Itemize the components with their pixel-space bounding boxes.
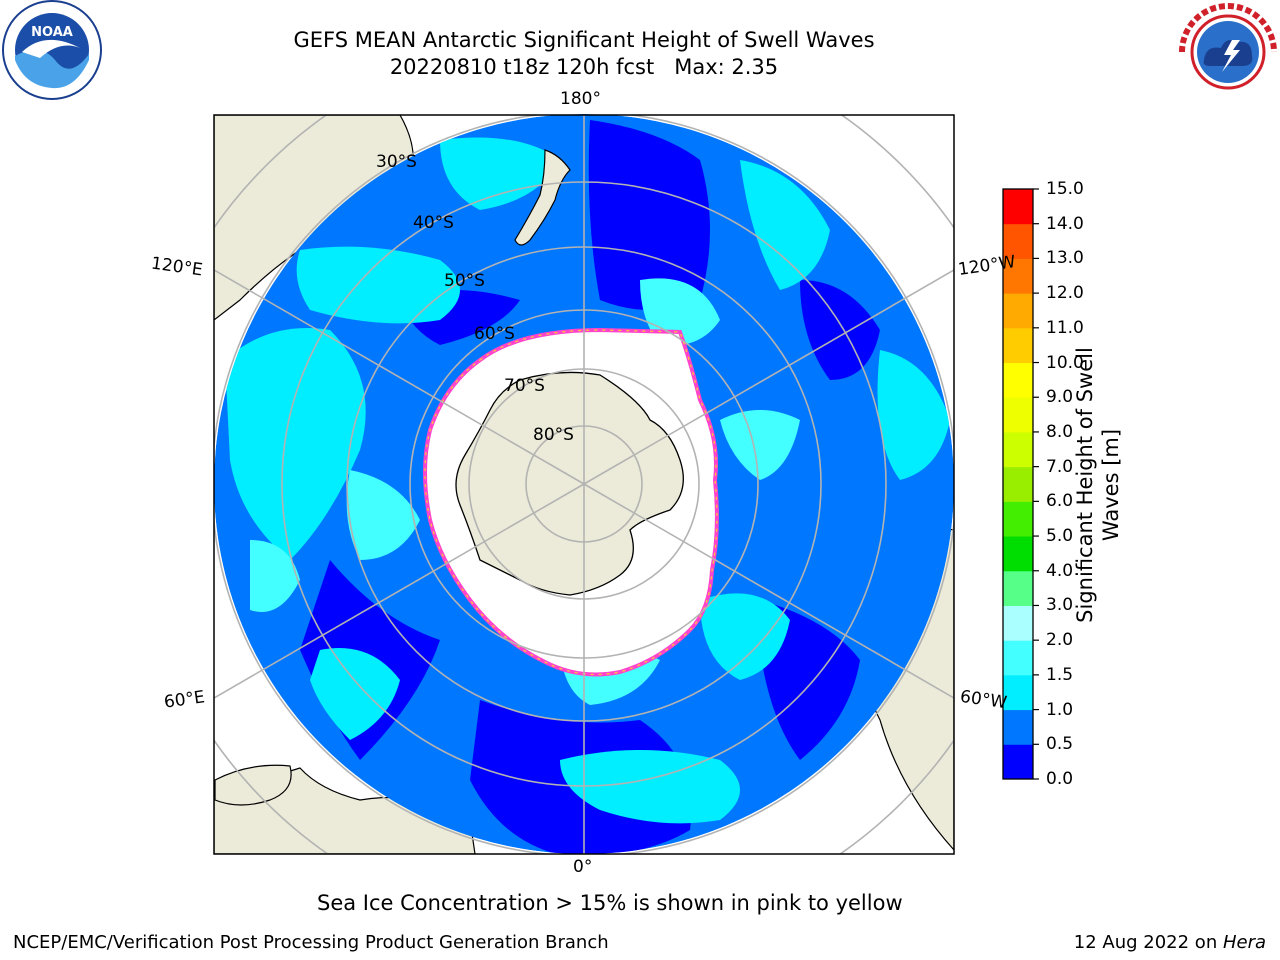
lat-label-50: 50°S [444,271,485,291]
colorbar [1002,188,1039,780]
colorbar-segment [1003,674,1033,711]
footer-left: NCEP/EMC/Verification Post Processing Pr… [13,932,609,953]
colorbar-segment [1003,397,1033,433]
lat-label-30: 30°S [376,152,417,172]
colorbar-tick-label: 10.0 [1046,352,1084,373]
antarctica [455,371,684,596]
colorbar-segment [1003,362,1033,398]
colorbar-tick-label: 8.0 [1046,421,1074,442]
colorbar-tick-label: 13.0 [1046,248,1084,269]
colorbar-tick-label: 4.0 [1046,560,1074,581]
colorbar-tick-label: 1.5 [1046,664,1074,685]
colorbar-segment [1003,536,1033,572]
footer-date: 12 Aug 2022 on [1073,932,1223,953]
colorbar-segment [1003,223,1033,259]
footer-right: 12 Aug 2022 on Hera [1074,932,1266,953]
new-zealand [514,149,571,246]
colorbar-label-line1: Significant Height of Swell [1073,347,1097,623]
colorbar-segment [1003,709,1033,745]
chart-title: GEFS MEAN Antarctic Significant Height o… [293,28,875,52]
colorbar-frame [1002,188,1034,780]
colorbar-tick-label: 3.0 [1046,595,1074,616]
longitude-grid [214,115,954,854]
lon-label-bottom: 0° [573,857,593,877]
colorbar-tick-label: 1.0 [1046,699,1074,720]
colorbar-tick-label: 5.0 [1046,526,1074,547]
colorbar-tick-label: 0.5 [1046,734,1074,755]
colorbar-segment [1003,327,1033,364]
lat-label-60: 60°S [474,324,515,344]
colorbar-segment [1003,466,1033,502]
chart-subtitle: 20220810 t18z 120h fcst Max: 2.35 [389,55,779,79]
lat-label-80: 80°S [533,425,574,445]
colorbar-tick-label: 6.0 [1046,491,1074,512]
colorbar-segment [1003,258,1033,294]
colorbar-segment [1003,501,1033,537]
svg-text:NOAA: NOAA [31,25,73,40]
colorbar-tick-label: 15.0 [1046,179,1084,199]
colorbar-segment [1003,640,1033,676]
map-frame [213,114,955,855]
colorbar-segment [1003,605,1033,641]
lat-label-70: 70°S [504,376,545,396]
colorbar-tick-label: 2.0 [1046,630,1074,651]
colorbar-tick-label: 14.0 [1046,213,1084,234]
colorbar-segment [1003,189,1033,225]
colorbar-segment [1003,431,1033,468]
nws-logo [1176,0,1280,104]
colorbar-segment [1003,293,1033,329]
colorbar-tick-label: 9.0 [1046,387,1074,408]
colorbar-tick-label: 7.0 [1046,456,1074,477]
colorbar-tick-label: 0.0 [1046,769,1074,789]
colorbar-label-line2: Waves [m] [1099,428,1123,542]
colorbar-tick-label: 11.0 [1046,317,1084,338]
sea-ice-note: Sea Ice Concentration > 15% is shown in … [317,891,903,915]
colorbar-segment [1003,744,1033,780]
lon-label-top: 180° [560,89,601,109]
noaa-logo: NOAA [0,0,104,104]
lat-label-40: 40°S [413,213,454,233]
colorbar-segment [1003,570,1033,606]
colorbar-tick-label: 12.0 [1046,283,1084,304]
footer-host: Hera [1222,932,1266,953]
